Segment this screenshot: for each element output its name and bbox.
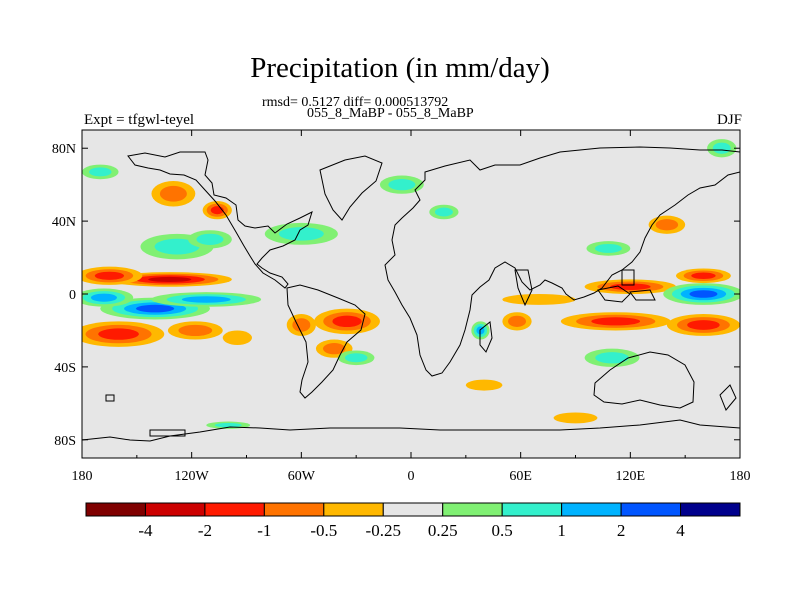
anomaly-contour [94,271,125,280]
anomaly-contour [434,207,453,217]
experiment-label: Expt = tfgwl-teyel [84,112,195,128]
anomaly-contour [292,318,311,332]
x-tick-label: 180 [72,469,93,484]
colorbar-labels: -4 -2 -1 -0.5 -0.25 0.25 0.5 1 2 4 [138,521,685,540]
colorbar-label: 0.5 [492,521,513,540]
coastline-japan [621,269,635,286]
coastline-hawaii [105,394,115,402]
x-tick-label: 180 [730,469,751,484]
colorbar-label: 0.25 [428,521,458,540]
anomaly-contour [508,315,527,327]
colorbar-box [263,502,325,517]
colorbar-box [323,502,384,517]
anomaly-contour [553,412,598,424]
coastline-madagascar [479,321,493,353]
anomaly-contour [90,293,117,302]
colorbar-box [442,502,503,517]
rmsd-diff-stats: rmsd= 0.5127 diff= 0.000513792 [262,95,449,110]
y-axis: 80N 40N 0 40S 80S [52,142,740,449]
colorbar-label: -0.5 [310,521,337,540]
colorbar-boxes [85,502,741,517]
colorbar-label: 1 [557,521,566,540]
anomaly-contour [178,324,213,337]
colorbar-box [382,502,444,517]
anomaly-contour [278,227,324,241]
case-comparison-label: 055_8_MaBP - 055_8_MaBP [307,106,474,121]
anomaly-contour [594,243,622,253]
anomaly-contour [591,317,641,326]
colorbar-box [144,502,206,517]
anomaly-contour [712,142,731,154]
anomaly-contour [159,185,187,202]
anomaly-contour [214,422,242,428]
anomaly-fills [82,139,740,429]
anomaly-contour [691,272,716,280]
coastline-new-guinea [629,289,656,301]
colorbar-box [501,502,563,517]
y-tick-label: 80S [54,434,76,449]
colorbar-label: -0.25 [366,521,401,540]
anomaly-contour [196,233,224,245]
y-tick-label: 40S [54,361,76,376]
coastline-greenland [319,155,383,221]
anomaly-contour [136,304,175,313]
coastline-india [514,269,533,307]
x-tick-label: 0 [408,469,415,484]
colorbar-label: -1 [257,521,271,540]
chart-title: Precipitation (in mm/day) [250,52,550,84]
coastline-antarctica [82,419,740,442]
anomaly-contour [465,379,503,391]
y-tick-label: 80N [52,142,76,157]
anomaly-contour [687,320,720,330]
x-tick-label: 120E [616,469,646,484]
anomaly-contour [181,296,231,303]
anomaly-contour [689,290,718,298]
anomaly-contour [344,353,368,363]
colorbar-label: 4 [676,521,685,540]
y-tick-label: 0 [69,288,76,303]
coastline-north-america [127,151,313,289]
season-label: DJF [716,112,742,128]
x-tick-label: 60E [509,469,532,484]
anomaly-contour [89,167,112,177]
anomaly-contour [154,238,200,255]
anomaly-contour [98,328,139,340]
colorbar-box [620,502,682,517]
anomaly-contour [655,219,679,231]
colorbar-box [204,502,265,517]
colorbar-label: -4 [138,521,153,540]
anomaly-contour [610,283,651,290]
coastline-maritime-continent [597,285,631,303]
colorbar-label: -2 [198,521,212,540]
anomaly-contour [502,294,576,305]
anomaly-contour [148,276,192,282]
coastline-australia [593,351,695,409]
x-tick-label: 60W [288,469,316,484]
anomaly-contour [222,330,252,346]
anomaly-contour [388,179,416,191]
coastline-new-zealand [719,384,737,411]
anomaly-contour [332,315,362,328]
coastlines [82,146,740,442]
y-tick-label: 40N [52,215,76,230]
colorbar-box [680,502,741,517]
coastline-antarctic-island [149,429,186,437]
colorbar-box [561,502,622,517]
colorbar-label: 2 [617,521,626,540]
coastline-south-america [286,284,366,399]
x-tick-label: 120W [175,469,210,484]
anomaly-contour [595,352,629,364]
x-axis: 180 120W 60W 0 60E 120E 180 [72,130,751,484]
colorbar-box [85,502,146,517]
anomaly-contour [322,343,346,355]
